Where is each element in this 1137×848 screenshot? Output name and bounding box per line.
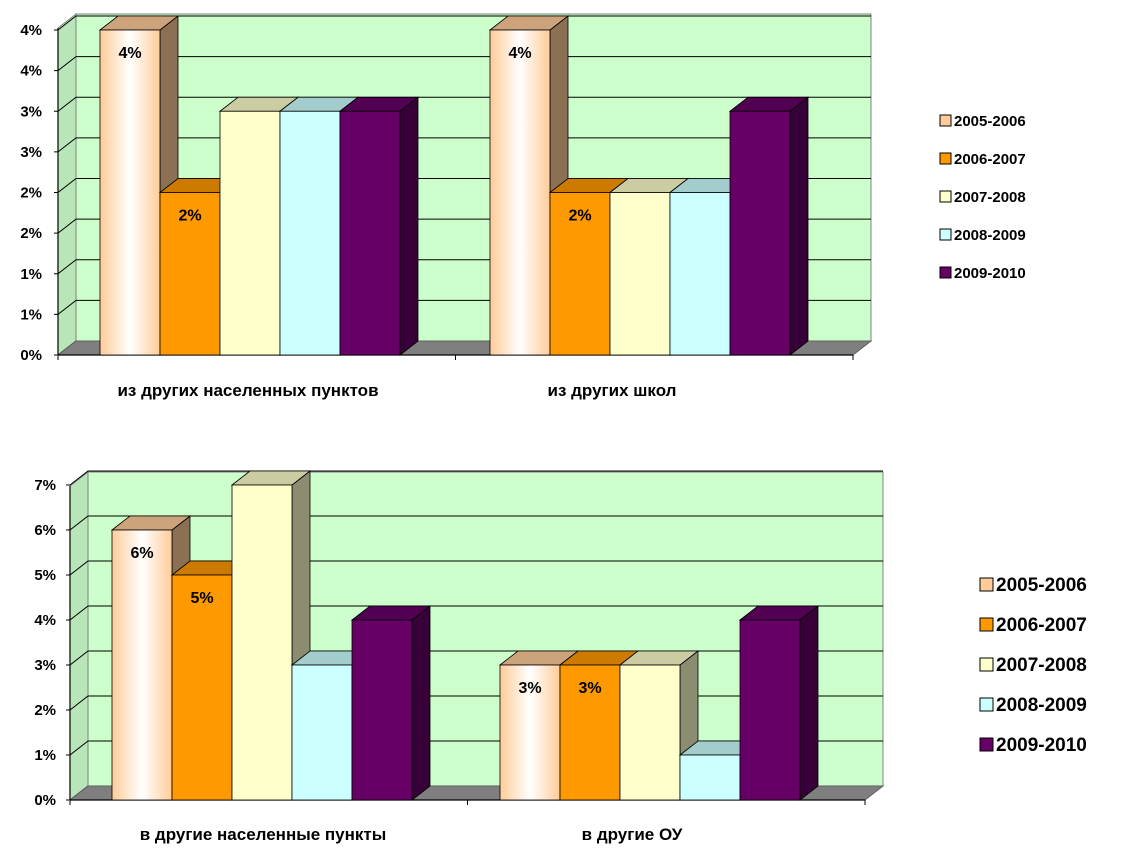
bar-front bbox=[291, 664, 353, 801]
y-tick-label: 1% bbox=[20, 306, 42, 323]
bar-front bbox=[739, 619, 801, 801]
bar-side bbox=[789, 96, 809, 356]
y-tick-label: 3% bbox=[34, 657, 56, 674]
data-label: 5% bbox=[190, 590, 213, 607]
bar-front bbox=[279, 110, 341, 356]
y-tick-label: 0% bbox=[20, 347, 42, 364]
category-label: в другие населенные пункты bbox=[140, 825, 387, 844]
category-label: из других населенных пунктов bbox=[117, 381, 378, 400]
legend-swatch bbox=[939, 266, 952, 279]
y-tick-label: 4% bbox=[20, 22, 42, 39]
legend-label: 2005-2006 bbox=[996, 575, 1087, 596]
chart-incoming: 0% 1% 1% 2% 2% 3% 3% 4% 4% 4% 2% из других населенн… bbox=[20, 12, 1026, 400]
bar-front bbox=[729, 110, 791, 356]
legend-label: 2007-2008 bbox=[996, 655, 1087, 676]
bar-front bbox=[549, 192, 611, 356]
category-label: в другие ОУ bbox=[582, 825, 683, 844]
bar-front bbox=[339, 110, 401, 356]
plot-side-wall bbox=[69, 470, 89, 802]
bar-2009-2010-2 bbox=[728, 96, 810, 356]
legend: 2005-2006 2006-2007 2007-2008 2008-2009 2009… bbox=[979, 575, 1087, 756]
data-label: 2% bbox=[178, 208, 201, 225]
y-tick-label: 4% bbox=[20, 63, 42, 80]
gridline bbox=[57, 96, 871, 112]
bar-front bbox=[559, 664, 621, 801]
legend-swatch bbox=[939, 228, 952, 241]
bar-front bbox=[231, 484, 293, 801]
bar-front bbox=[171, 574, 233, 801]
bar-front bbox=[619, 664, 681, 801]
y-tick-label: 6% bbox=[34, 522, 56, 539]
plot-side-wall bbox=[57, 12, 77, 357]
y-tick-label: 4% bbox=[34, 612, 56, 629]
legend-label: 2006-2007 bbox=[996, 615, 1087, 636]
data-label: 6% bbox=[130, 545, 153, 562]
bar-front bbox=[609, 192, 671, 356]
bar-2008-2009-2 bbox=[678, 740, 760, 801]
bar-side bbox=[399, 96, 419, 356]
bar-front bbox=[219, 110, 281, 356]
bar-front bbox=[489, 29, 551, 356]
legend-label: 2009-2010 bbox=[954, 265, 1026, 282]
bar-front bbox=[351, 619, 413, 801]
legend-swatch bbox=[939, 114, 952, 127]
gridline bbox=[57, 137, 871, 153]
y-tick-label: 1% bbox=[20, 266, 42, 283]
bar-front bbox=[679, 754, 741, 801]
bar-side bbox=[799, 605, 819, 801]
gridline bbox=[69, 515, 883, 531]
bar-2009-2010-1 bbox=[338, 96, 420, 356]
legend-swatch bbox=[979, 697, 994, 712]
y-tick-label: 7% bbox=[34, 477, 56, 494]
bar-side bbox=[411, 605, 431, 801]
data-label: 2% bbox=[568, 208, 591, 225]
y-tick-label: 2% bbox=[20, 185, 42, 202]
legend-swatch bbox=[979, 577, 994, 592]
category-label: из других школ bbox=[548, 381, 677, 400]
legend-swatch bbox=[979, 617, 994, 632]
legend-label: 2005-2006 bbox=[954, 113, 1026, 130]
legend-swatch bbox=[939, 190, 952, 203]
legend-swatch bbox=[979, 737, 994, 752]
data-label: 3% bbox=[518, 680, 541, 697]
gridline bbox=[57, 56, 871, 72]
gridline bbox=[69, 560, 883, 576]
chart-outgoing: 0% 1% 2% 3% 4% 5% 6% 7% 6% 5% в другие населенные … bbox=[34, 470, 1087, 844]
y-tick-label: 5% bbox=[34, 567, 56, 584]
y-tick-label: 1% bbox=[34, 747, 56, 764]
bar-front bbox=[111, 529, 173, 801]
bar-2009-2010-2 bbox=[738, 605, 820, 801]
y-tick-label: 2% bbox=[34, 702, 56, 719]
gridline bbox=[57, 15, 871, 31]
bar-front bbox=[99, 29, 161, 356]
data-label: 3% bbox=[578, 680, 601, 697]
legend-label: 2008-2009 bbox=[996, 695, 1087, 716]
legend-label: 2007-2008 bbox=[954, 189, 1026, 206]
y-tick-label: 3% bbox=[20, 103, 42, 120]
y-tick-label: 0% bbox=[34, 792, 56, 809]
bar-2009-2010-1 bbox=[350, 605, 432, 801]
data-label: 4% bbox=[508, 45, 531, 62]
legend-label: 2008-2009 bbox=[954, 227, 1026, 244]
legend-swatch bbox=[939, 152, 952, 165]
legend-label: 2009-2010 bbox=[996, 735, 1087, 756]
legend: 2005-2006 2006-2007 2007-2008 2008-2009 2009… bbox=[939, 113, 1026, 282]
y-tick-label: 2% bbox=[20, 225, 42, 242]
gridline bbox=[69, 470, 883, 486]
y-tick-label: 3% bbox=[20, 144, 42, 161]
gridline bbox=[69, 605, 883, 621]
data-label: 4% bbox=[118, 45, 141, 62]
bar-front bbox=[669, 192, 731, 356]
legend-swatch bbox=[979, 657, 994, 672]
legend-label: 2006-2007 bbox=[954, 151, 1026, 168]
